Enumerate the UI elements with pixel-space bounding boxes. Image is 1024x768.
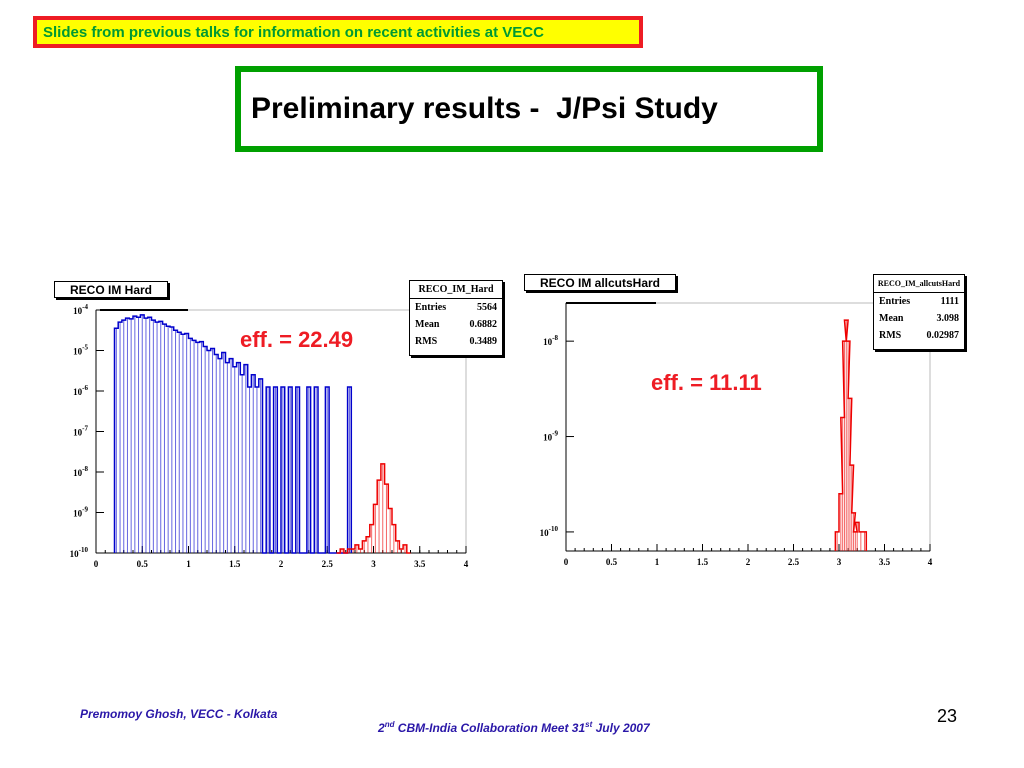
histogram-series-1 bbox=[336, 463, 411, 554]
right-efficiency-label: eff. = 11.11 bbox=[651, 370, 762, 395]
right-histogram-svg: 0 0.5 1 1.5 2 2.5 3 3.5 4 10-8 10-9 10-10 bbox=[540, 302, 933, 567]
y-tick-label: 10-9 bbox=[73, 506, 88, 519]
right-stats-rms-label: RMS bbox=[879, 330, 902, 341]
right-histogram-title-text: RECO IM allcutsHard bbox=[539, 275, 661, 290]
right-stats-entries-value: 1111 bbox=[940, 296, 959, 307]
left-efficiency-label: eff. = 22.49 bbox=[240, 327, 354, 352]
left-stats-rms-value: 0.3489 bbox=[469, 336, 498, 347]
footer-meeting-sup1: nd bbox=[384, 720, 395, 729]
footer-meeting: 2nd CBM-India Collaboration Meet 31st Ju… bbox=[378, 720, 650, 735]
footer-meeting-mid: CBM-India Collaboration Meet 31 bbox=[394, 721, 586, 735]
right-stats-entries-label: Entries bbox=[879, 296, 911, 307]
x-tick-label: 0.5 bbox=[137, 559, 149, 569]
x-tick-label: 3.5 bbox=[414, 559, 426, 569]
slide-title-box: Preliminary results - J/Psi Study bbox=[235, 66, 823, 152]
left-stats-mean-row: Mean 0.6882 bbox=[410, 316, 502, 333]
right-stats-box: RECO_IM_allcutsHard Entries 1111 Mean 3.… bbox=[873, 274, 965, 350]
footer-author: Premomoy Ghosh, VECC - Kolkata bbox=[80, 707, 278, 721]
right-stats-mean-value: 3.098 bbox=[936, 313, 960, 324]
page-number: 23 bbox=[937, 706, 958, 726]
right-stats-name: RECO_IM_allcutsHard bbox=[874, 275, 964, 293]
right-stats-mean-row: Mean 3.098 bbox=[874, 310, 964, 327]
x-tick-label: 2 bbox=[279, 559, 284, 569]
x-tick-label: 0 bbox=[564, 557, 569, 567]
x-tick-label: 1.5 bbox=[229, 559, 241, 569]
y-tick-label: 10-4 bbox=[73, 303, 88, 316]
y-tick-label: 10-10 bbox=[70, 546, 89, 559]
y-tick-label: 10-5 bbox=[73, 344, 88, 357]
right-stats-rms-row: RMS 0.02987 bbox=[874, 327, 964, 344]
left-stats-mean-label: Mean bbox=[415, 319, 440, 330]
right-histogram-title: RECO IM allcutsHard bbox=[524, 274, 676, 291]
left-stats-rms-label: RMS bbox=[415, 336, 438, 347]
y-tick-label: 10-10 bbox=[540, 525, 559, 538]
right-stats-entries-row: Entries 1111 bbox=[874, 293, 964, 310]
left-stats-entries-value: 5564 bbox=[477, 302, 497, 313]
left-stats-mean-value: 0.6882 bbox=[469, 319, 498, 330]
left-stats-entries-label: Entries bbox=[415, 302, 447, 313]
x-tick-label: 0.5 bbox=[606, 557, 618, 567]
left-histogram-panel: 0 0.5 1 1.5 2 2.5 3 3.5 4 10-4 10-5 10-6 10-7 10-8 10-… bbox=[40, 268, 510, 578]
left-histogram-title-text: RECO IM Hard bbox=[69, 282, 152, 297]
y-tick-label: 10-6 bbox=[73, 384, 88, 397]
footer-meeting-post: July 2007 bbox=[592, 721, 650, 735]
footer-meeting-sup2: st bbox=[585, 720, 593, 729]
x-tick-label: 4 bbox=[928, 557, 933, 567]
histogram-outline-0 bbox=[834, 319, 868, 551]
left-stats-rms-row: RMS 0.3489 bbox=[410, 333, 502, 350]
left-stats-box: RECO_IM_Hard Entries 5564 Mean 0.6882 RM… bbox=[409, 280, 503, 356]
footer-meeting-pre: 2 bbox=[378, 721, 385, 735]
left-stats-name: RECO_IM_Hard bbox=[410, 281, 502, 299]
right-stats-rms-value: 0.02987 bbox=[926, 330, 960, 341]
x-tick-label: 0 bbox=[94, 559, 99, 569]
x-tick-label: 4 bbox=[464, 559, 469, 569]
x-tick-label: 2 bbox=[746, 557, 751, 567]
histogram-series-0 bbox=[113, 314, 353, 554]
histogram-outline-1 bbox=[336, 463, 411, 554]
y-tick-label: 10-8 bbox=[73, 465, 88, 478]
right-histogram-panel: 0 0.5 1 1.5 2 2.5 3 3.5 4 10-8 10-9 10-10 RECO IM a… bbox=[520, 270, 970, 570]
x-tick-label: 2.5 bbox=[788, 557, 800, 567]
x-tick-label: 3.5 bbox=[879, 557, 891, 567]
histogram-series-0 bbox=[834, 319, 868, 551]
y-tick-label: 10-7 bbox=[73, 425, 88, 438]
left-stats-entries-row: Entries 5564 bbox=[410, 299, 502, 316]
header-banner: Slides from previous talks for informati… bbox=[33, 16, 643, 48]
x-tick-label: 1 bbox=[186, 559, 191, 569]
banner-text: Slides from previous talks for informati… bbox=[43, 23, 544, 41]
right-stats-mean-label: Mean bbox=[879, 313, 904, 324]
histogram-outline-0 bbox=[113, 314, 353, 554]
x-tick-label: 3 bbox=[371, 559, 376, 569]
left-histogram-svg: 0 0.5 1 1.5 2 2.5 3 3.5 4 10-4 10-5 10-6 10-7 10-8 10-… bbox=[70, 303, 469, 569]
slide-title: Preliminary results - J/Psi Study bbox=[251, 92, 718, 125]
y-tick-label: 10-9 bbox=[543, 430, 558, 443]
x-tick-label: 1 bbox=[655, 557, 660, 567]
y-tick-label: 10-8 bbox=[543, 334, 558, 347]
x-tick-label: 2.5 bbox=[322, 559, 334, 569]
x-tick-label: 1.5 bbox=[697, 557, 709, 567]
x-tick-label: 3 bbox=[837, 557, 842, 567]
left-histogram-title: RECO IM Hard bbox=[54, 281, 168, 298]
